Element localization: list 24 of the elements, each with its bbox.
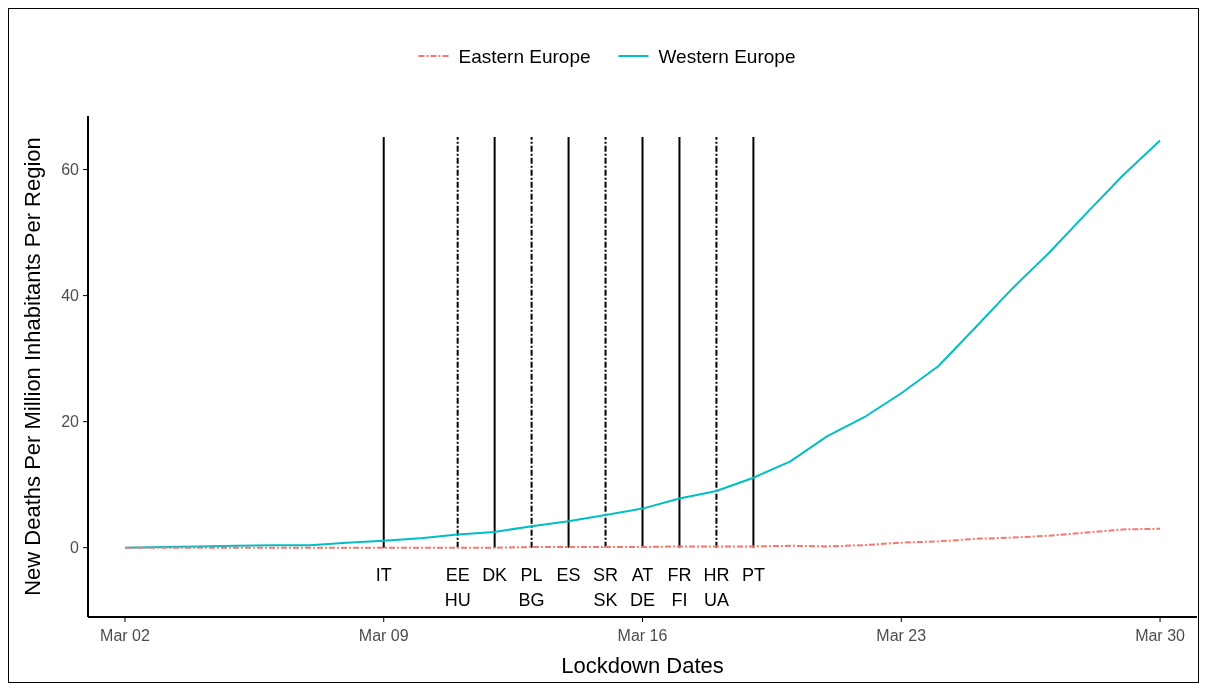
ref-line-label: IT [375, 564, 392, 585]
ref-line-label: SR SK [593, 564, 619, 610]
ref-line-label: ES [556, 564, 581, 585]
line-series [123, 527, 1162, 549]
legend-label: Eastern Europe [458, 45, 591, 67]
y-tick-label: 60 [61, 161, 80, 179]
ref-line-label: AT DE [629, 564, 656, 610]
y-axis-title: New Deaths Per Million Inhabitants Per Region [20, 137, 45, 596]
ref-line-label: PL BG [518, 564, 545, 610]
ref-line-label: EE HU [444, 564, 471, 610]
ref-line-label: DK [482, 564, 508, 585]
x-tick-label: Mar 16 [617, 627, 668, 644]
ref-line-label: HR UA [703, 564, 730, 610]
legend-label: Western Europe [658, 45, 796, 67]
x-tick-label: Mar 30 [1135, 627, 1186, 644]
x-tick-label: Mar 23 [876, 627, 927, 644]
ref-line-label: PT [741, 564, 765, 585]
y-tick-label: 0 [70, 539, 80, 557]
x-axis-title: Lockdown Dates [561, 653, 724, 678]
ref-line-label: FR FI [667, 564, 692, 610]
x-tick-label: Mar 09 [358, 627, 409, 644]
x-tick-label: Mar 02 [100, 627, 150, 644]
y-tick-label: 40 [61, 287, 80, 305]
y-tick-label: 20 [61, 413, 80, 431]
